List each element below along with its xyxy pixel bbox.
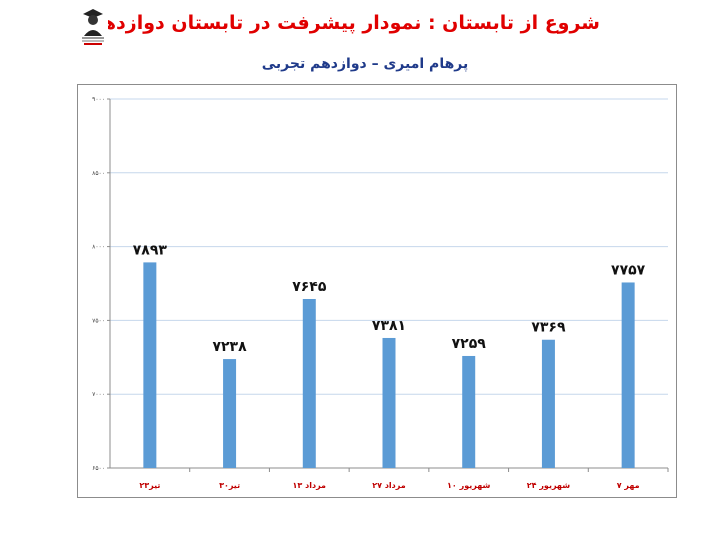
- y-tick-label: ۸۰۰۰: [92, 244, 105, 251]
- data-label: ۷۲۵۹: [452, 336, 487, 352]
- category-label: ۲۳تیر: [139, 481, 160, 490]
- category-label: ۲۴ شهریور: [527, 481, 570, 490]
- y-tick-label: ۷۰۰۰: [92, 391, 105, 398]
- category-label: ۲۷ مرداد: [372, 481, 405, 490]
- data-label: ۷۶۴۵: [292, 279, 327, 295]
- y-tick-label: ۶۵۰۰: [92, 465, 105, 472]
- bar: [302, 298, 316, 468]
- page-subtitle: پرهام امیری – دوازدهم تجربی: [261, 56, 469, 72]
- bar: [462, 355, 476, 468]
- data-label: ۷۳۶۹: [531, 320, 566, 336]
- bar: [223, 359, 237, 468]
- bar: [382, 337, 396, 468]
- y-tick-label: ۷۵۰۰: [92, 317, 105, 324]
- student-portrait-logo-icon: [78, 6, 108, 46]
- category-label: ۳۰تیر: [219, 481, 240, 490]
- category-label: ۱۳ مرداد: [293, 481, 326, 490]
- category-label: ۱۰ شهریور: [447, 481, 490, 490]
- category-label: ۷ مهر: [617, 481, 640, 490]
- data-label: ۷۷۵۷: [611, 262, 646, 278]
- page-title: شروع از تابستان : نمودار پیشرفت در تابست…: [87, 12, 600, 34]
- y-tick-label: ۸۵۰۰: [92, 170, 105, 177]
- data-label: ۷۳۸۱: [372, 318, 406, 334]
- bar: [541, 339, 555, 468]
- bar-chart: ۶۵۰۰ ۷۰۰۰ ۷۵۰۰ ۸۰۰۰ ۸۵۰۰ ۹۰۰۰ ۷۸۹۳ ۲۳تیر ۷۲۳۸ ۳۰ت…: [92, 96, 669, 490]
- bar: [143, 262, 157, 468]
- y-tick-label: ۹۰۰۰: [92, 96, 105, 103]
- chart-frame: ۶۵۰۰ ۷۰۰۰ ۷۵۰۰ ۸۰۰۰ ۸۵۰۰ ۹۰۰۰ ۷۸۹۳ ۲۳تیر ۷۲۳۸ ۳۰ت…: [77, 84, 677, 498]
- data-label: ۷۲۳۸: [212, 339, 247, 355]
- bar: [621, 282, 635, 468]
- data-label: ۷۸۹۳: [133, 242, 168, 258]
